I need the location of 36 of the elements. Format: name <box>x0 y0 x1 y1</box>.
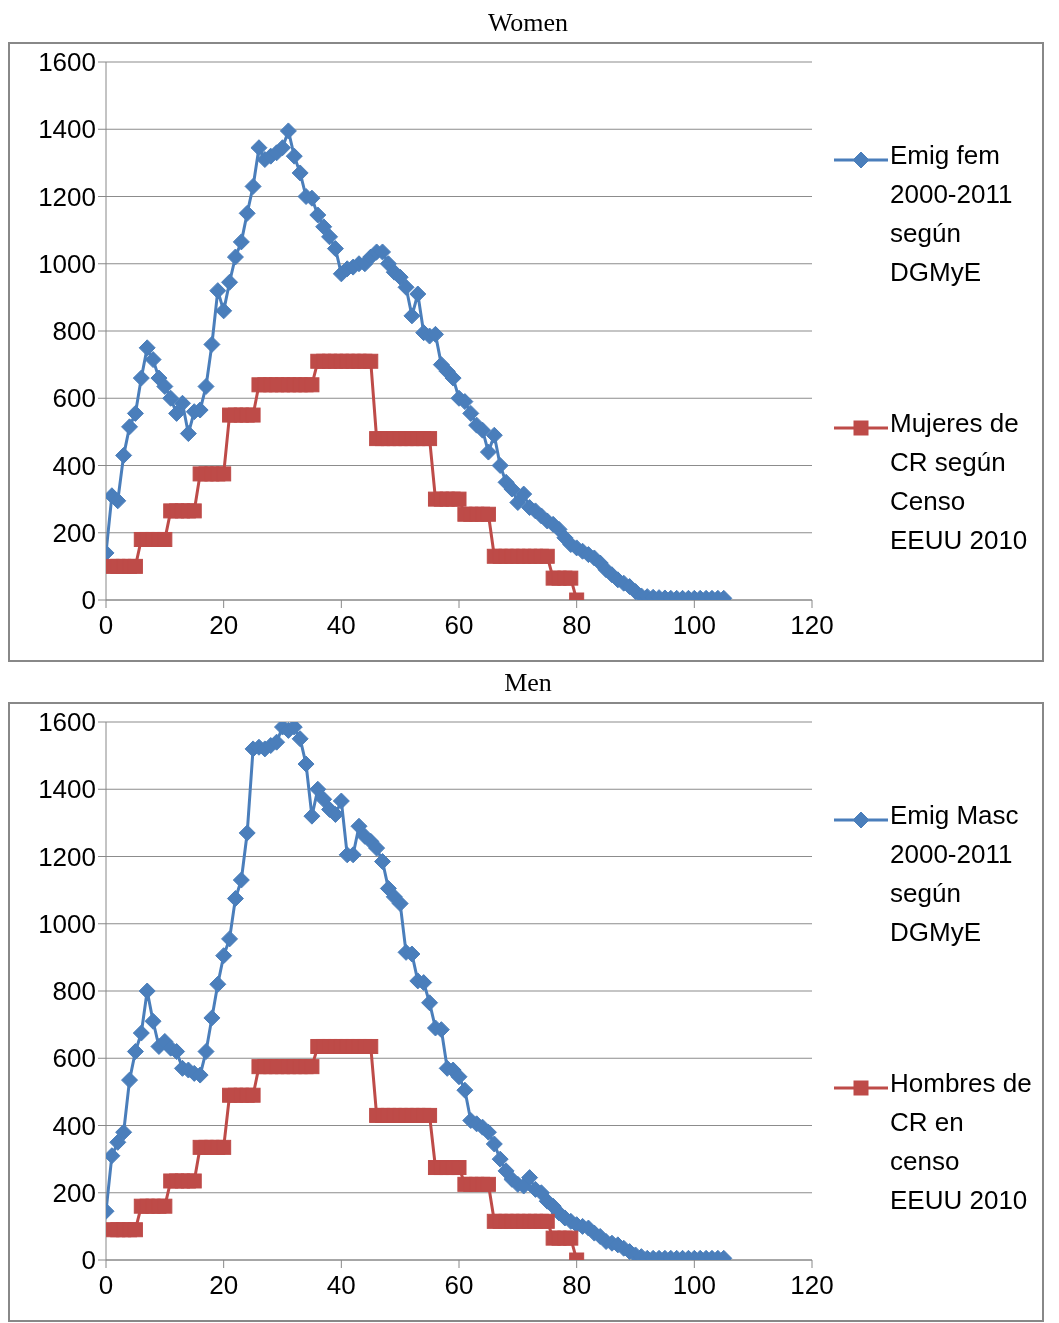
y-tick-label: 200 <box>52 1177 96 1208</box>
x-tick-label: 40 <box>326 610 356 641</box>
y-tick-label: 1000 <box>38 908 96 939</box>
y-tick-label: 0 <box>81 1245 96 1276</box>
y-tick-label: 800 <box>52 316 96 347</box>
x-tick-label: 120 <box>790 1270 834 1301</box>
y-tick-label: 400 <box>52 450 96 481</box>
y-tick-label: 600 <box>52 383 96 414</box>
legend-label: Hombres de CR en censo EEUU 2010 <box>890 1067 1032 1217</box>
x-tick-label: 100 <box>672 610 717 641</box>
y-tick-label: 1000 <box>38 248 96 279</box>
legend-label: Emig Masc 2000-2011 según DGMyE <box>890 799 1020 949</box>
x-tick-label: 20 <box>209 1270 239 1301</box>
y-tick-label: 1400 <box>38 114 96 145</box>
x-tick-label: 120 <box>790 610 834 641</box>
y-tick-label: 800 <box>52 976 96 1007</box>
y-tick-label: 1200 <box>38 841 96 872</box>
y-tick-label: 400 <box>52 1110 96 1141</box>
y-tick-label: 200 <box>52 517 96 548</box>
y-tick-label: 1600 <box>38 707 96 738</box>
y-tick-label: 1600 <box>38 47 96 78</box>
x-tick-label: 60 <box>444 610 474 641</box>
chart-title: Women <box>486 8 570 39</box>
x-tick-label: 60 <box>444 1270 474 1301</box>
chart-title: Men <box>503 668 553 699</box>
y-tick-label: 600 <box>52 1043 96 1074</box>
x-tick-label: 100 <box>672 1270 717 1301</box>
x-tick-label: 20 <box>209 610 239 641</box>
x-tick-label: 80 <box>562 610 592 641</box>
x-tick-label: 80 <box>562 1270 592 1301</box>
y-tick-label: 0 <box>81 585 96 616</box>
x-tick-label: 40 <box>326 1270 356 1301</box>
y-tick-label: 1400 <box>38 774 96 805</box>
legend-label: Emig fem 2000-2011 según DGMyE <box>890 139 1014 289</box>
y-tick-label: 1200 <box>38 181 96 212</box>
legend-label: Mujeres de CR según Censo EEUU 2010 <box>890 407 1029 557</box>
